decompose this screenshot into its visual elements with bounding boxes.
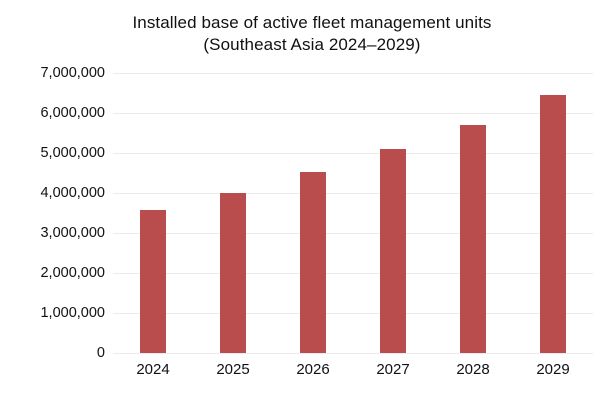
bar-2024 [140, 210, 166, 353]
y-axis-label: 4,000,000 [40, 185, 105, 201]
gridline [113, 313, 593, 314]
x-axis-label: 2024 [136, 361, 170, 378]
chart-title-line-2: (Southeast Asia 2024–2029) [203, 35, 421, 54]
bar-band-2028 [433, 73, 513, 353]
y-axis-label: 5,000,000 [40, 145, 105, 161]
gridline [113, 273, 593, 274]
bar-2026 [300, 172, 326, 353]
y-axis-label: 6,000,000 [40, 105, 105, 121]
bar-2029 [540, 95, 566, 353]
bar-band-2027 [353, 73, 433, 353]
gridline [113, 193, 593, 194]
y-axis: 0 1,000,000 2,000,000 3,000,000 4,000,000 5,0… [0, 65, 105, 361]
bar-band-2024 [113, 73, 193, 353]
plot-area [113, 73, 593, 354]
bar-2025 [220, 193, 246, 353]
y-axis-label: 2,000,000 [40, 265, 105, 281]
x-axis: 2024 2025 2026 2027 2028 2029 [113, 361, 593, 385]
x-axis-label: 2025 [216, 361, 250, 378]
chart-title: Installed base of active fleet managemen… [12, 12, 600, 56]
bar-2027 [380, 149, 406, 353]
baseline [113, 353, 593, 354]
gridline [113, 233, 593, 234]
chart-title-line-1: Installed base of active fleet managemen… [132, 13, 492, 32]
bar-band-2029 [513, 73, 593, 353]
y-axis-label: 3,000,000 [40, 225, 105, 241]
x-axis-label: 2026 [296, 361, 330, 378]
bar-band-2025 [193, 73, 273, 353]
gridline [113, 73, 593, 74]
y-axis-label: 0 [96, 345, 105, 361]
gridline [113, 113, 593, 114]
x-axis-label: 2029 [536, 361, 570, 378]
gridline [113, 153, 593, 154]
bar-2028 [460, 125, 486, 353]
y-axis-label: 7,000,000 [40, 65, 105, 81]
x-axis-label: 2027 [376, 361, 410, 378]
y-axis-label: 1,000,000 [40, 305, 105, 321]
bar-band-2026 [273, 73, 353, 353]
x-axis-label: 2028 [456, 361, 490, 378]
